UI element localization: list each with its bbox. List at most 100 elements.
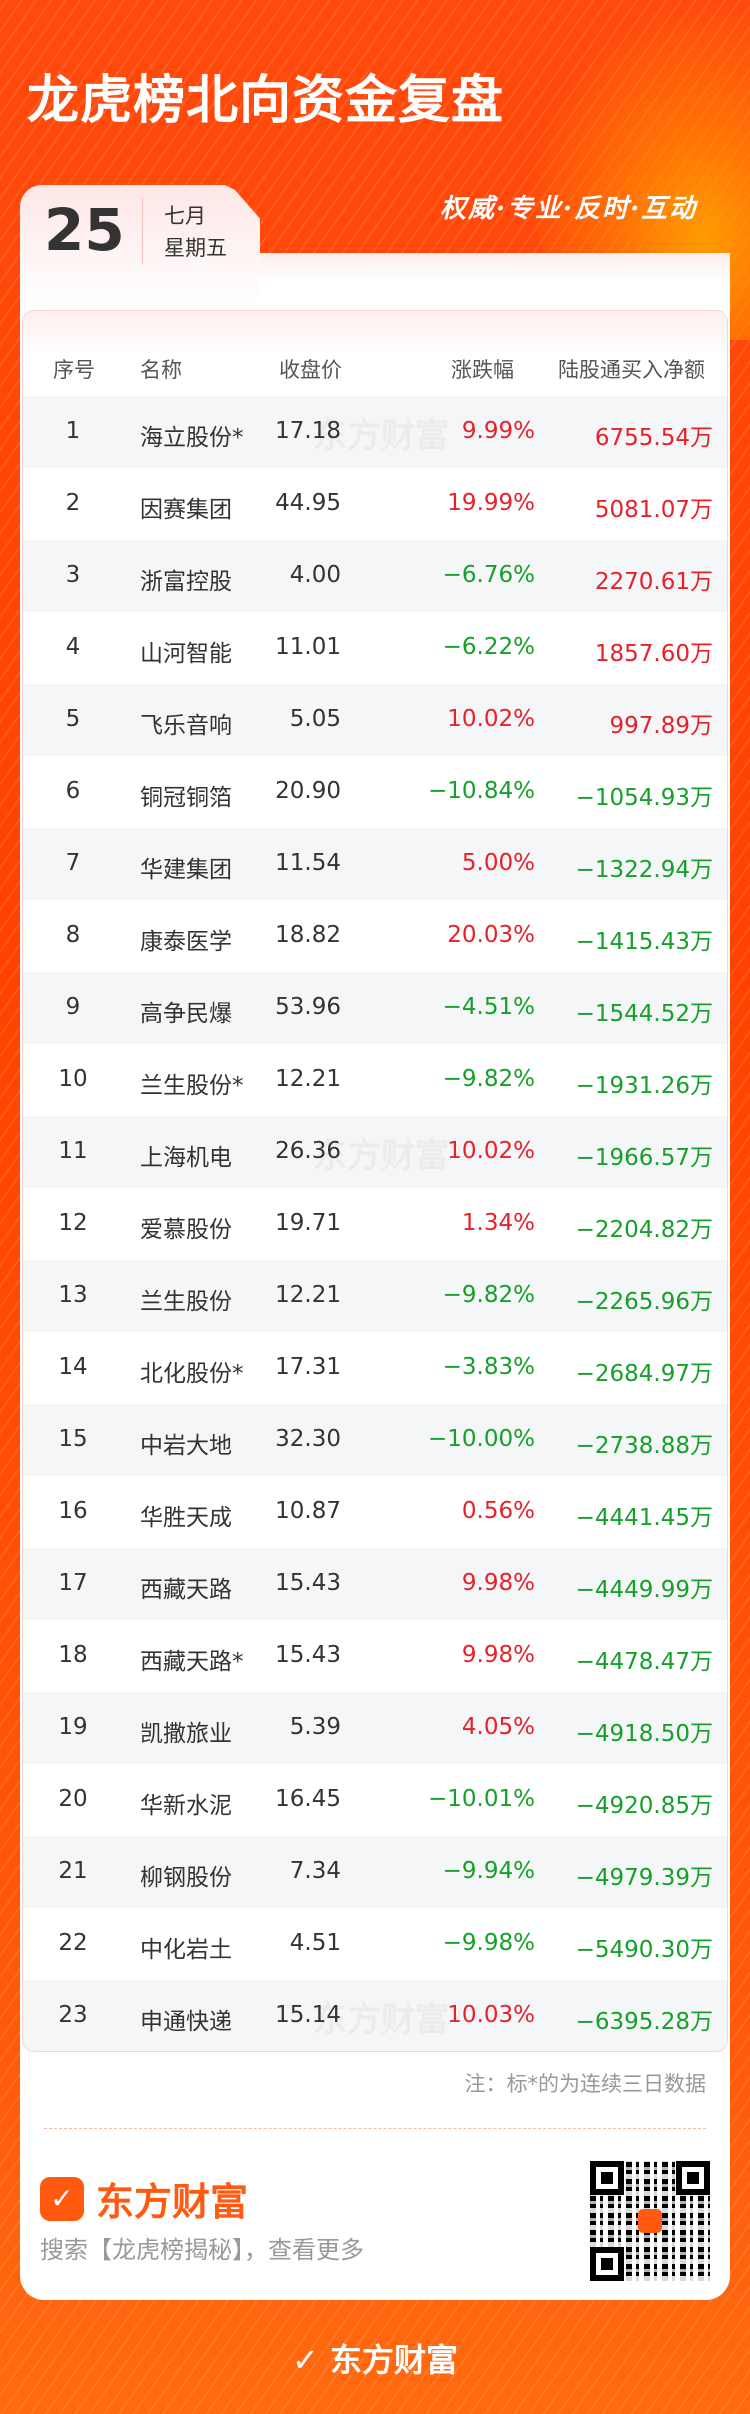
cell-price: 4.51: [289, 1930, 341, 1956]
cell-name: 中化岩土: [140, 1937, 232, 1963]
cell-netflow: −1544.52万: [575, 1001, 713, 1027]
cell-no: 11: [58, 1138, 88, 1164]
cell-name: 康泰医学: [140, 929, 232, 955]
cell-no: 16: [58, 1498, 88, 1524]
watermark: 东方财富: [313, 1992, 449, 2041]
cell-no: 21: [58, 1858, 88, 1884]
table-row: 16 华胜天成 10.87 0.56% −4441.45万: [23, 1476, 727, 1548]
cell-price: 44.95: [275, 490, 341, 516]
qr-code[interactable]: [590, 2161, 710, 2281]
cell-no: 15: [58, 1426, 88, 1452]
date-tab: [20, 185, 260, 305]
cell-price: 12.21: [275, 1066, 341, 1092]
cell-change: −9.98%: [442, 1930, 535, 1956]
cell-netflow: 5081.07万: [594, 497, 713, 523]
cell-price: 5.05: [289, 706, 341, 732]
cell-name: 兰生股份: [140, 1289, 232, 1315]
cell-price: 32.30: [275, 1426, 341, 1452]
table-row: 10 兰生股份* 12.21 −9.82% −1931.26万: [23, 1044, 727, 1116]
cell-price: 11.54: [275, 850, 341, 876]
table-row: 2 因赛集团 44.95 19.99% 5081.07万: [23, 468, 727, 540]
table-row: 13 兰生股份 12.21 −9.82% −2265.96万: [23, 1260, 727, 1332]
cell-name: 申通快递: [140, 2009, 232, 2035]
table-row: 东方财富 23 申通快递 15.14 10.03% −6395.28万: [23, 1980, 727, 2051]
table-row: 东方财富 11 上海机电 26.36 10.02% −1966.57万: [23, 1116, 727, 1188]
page-title: 龙虎榜北向资金复盘: [27, 71, 505, 131]
cell-change: 9.99%: [461, 418, 535, 444]
cell-netflow: −4478.47万: [575, 1649, 713, 1675]
dashed-divider: [44, 2128, 706, 2129]
cell-no: 12: [58, 1210, 88, 1236]
cell-change: 9.98%: [461, 1642, 535, 1668]
cell-netflow: −2738.88万: [575, 1433, 713, 1459]
table-row: 14 北化股份* 17.31 −3.83% −2684.97万: [23, 1332, 727, 1404]
cell-price: 17.31: [275, 1354, 341, 1380]
table-row: 8 康泰医学 18.82 20.03% −1415.43万: [23, 900, 727, 972]
table-row: 20 华新水泥 16.45 −10.01% −4920.85万: [23, 1764, 727, 1836]
cell-change: −3.83%: [442, 1354, 535, 1380]
cell-change: −9.94%: [442, 1858, 535, 1884]
cell-netflow: −5490.30万: [575, 1937, 713, 1963]
cell-no: 17: [58, 1570, 88, 1596]
cell-netflow: −4441.45万: [575, 1505, 713, 1531]
cell-no: 23: [58, 2002, 88, 2028]
cell-name: 铜冠铜箔: [140, 785, 232, 811]
cell-name: 华胜天成: [140, 1505, 232, 1531]
qr-finder: [590, 2161, 624, 2195]
table-row: 东方财富 1 海立股份* 17.18 9.99% 6755.54万: [23, 396, 727, 468]
table-row: 18 西藏天路* 15.43 9.98% −4478.47万: [23, 1620, 727, 1692]
cell-name: 爱慕股份: [140, 1217, 232, 1243]
cell-netflow: −1322.94万: [575, 857, 713, 883]
cell-change: 4.05%: [461, 1714, 535, 1740]
cell-no: 9: [65, 994, 81, 1020]
cell-no: 19: [58, 1714, 88, 1740]
cell-no: 14: [58, 1354, 88, 1380]
cell-price: 53.96: [275, 994, 341, 1020]
cell-change: −4.51%: [442, 994, 535, 1020]
cell-name: 山河智能: [140, 641, 232, 667]
cell-price: 17.18: [275, 418, 341, 444]
cell-name: 因赛集团: [140, 497, 232, 523]
cell-no: 1: [65, 418, 81, 444]
brand-logo-icon: ✓: [40, 2176, 84, 2221]
cell-no: 3: [65, 562, 81, 588]
cell-netflow: −1931.26万: [575, 1073, 713, 1099]
brand-logo: ✓ 东方财富: [40, 2171, 248, 2226]
brand-feather-icon: ✓: [292, 2341, 330, 2379]
cell-no: 18: [58, 1642, 88, 1668]
cell-price: 4.00: [289, 562, 341, 588]
watermark: 东方财富: [313, 1128, 449, 1177]
cell-no: 20: [58, 1786, 88, 1812]
watermark: 东方财富: [313, 408, 449, 457]
cell-price: 18.82: [275, 922, 341, 948]
cell-no: 7: [65, 850, 81, 876]
cell-netflow: 997.89万: [609, 713, 713, 739]
table-row: 15 中岩大地 32.30 −10.00% −2738.88万: [23, 1404, 727, 1476]
cell-netflow: −2684.97万: [575, 1361, 713, 1387]
cell-name: 华新水泥: [140, 1793, 232, 1819]
brand-name: 东方财富: [96, 2180, 249, 2224]
cell-change: −10.84%: [428, 778, 535, 804]
table-row: 17 西藏天路 15.43 9.98% −4449.99万: [23, 1548, 727, 1620]
qr-finder: [590, 2247, 624, 2281]
cell-change: 20.03%: [447, 922, 535, 948]
table-row: 3 浙富控股 4.00 −6.76% 2270.61万: [23, 540, 727, 612]
cell-change: 5.00%: [461, 850, 535, 876]
cell-netflow: −4449.99万: [575, 1577, 713, 1603]
col-header-name: 名称: [140, 358, 182, 382]
cell-netflow: −4920.85万: [575, 1793, 713, 1819]
slogan: 权威·专业·反时·互动: [440, 194, 698, 224]
cell-netflow: −1054.93万: [575, 785, 713, 811]
cell-name: 柳钢股份: [140, 1865, 232, 1891]
cell-netflow: −4918.50万: [575, 1721, 713, 1747]
cell-change: 19.99%: [447, 490, 535, 516]
cell-change: −9.82%: [442, 1282, 535, 1308]
bottom-brand: ✓ 东方财富: [0, 2335, 750, 2381]
date-weekday: 星期五: [164, 236, 227, 260]
table-row: 4 山河智能 11.01 −6.22% 1857.60万: [23, 612, 727, 684]
col-header-change: 涨跌幅: [451, 358, 514, 382]
cell-price: 15.43: [275, 1642, 341, 1668]
date-day: 25: [44, 196, 125, 264]
cell-change: 10.02%: [447, 706, 535, 732]
table-row: 7 华建集团 11.54 5.00% −1322.94万: [23, 828, 727, 900]
